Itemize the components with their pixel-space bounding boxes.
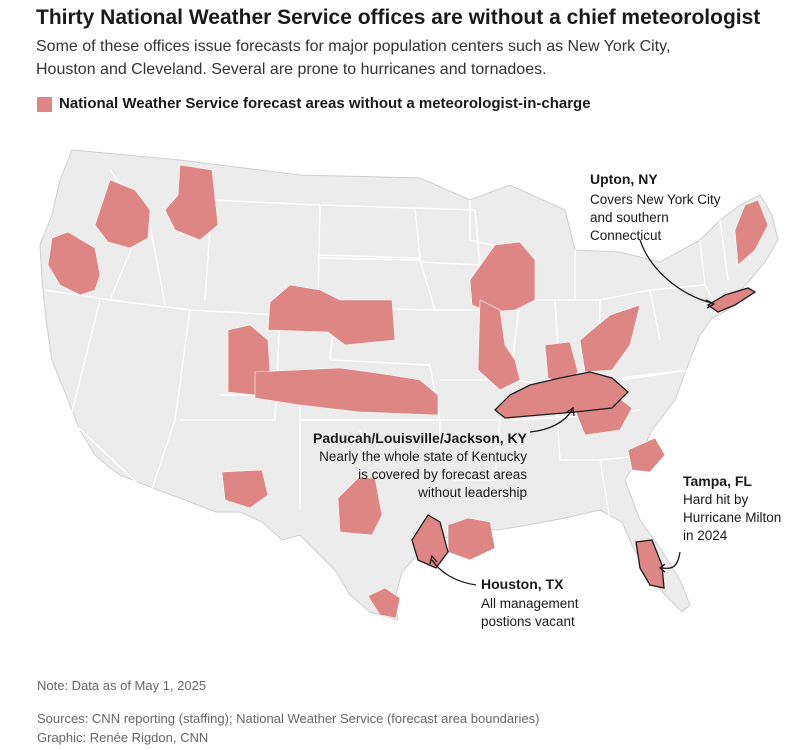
area-south-carolina [627, 437, 666, 473]
houston-line-2: postions vacant [481, 614, 575, 629]
leader-houston [431, 559, 477, 586]
houston-title: Houston, TX [481, 576, 564, 592]
kentucky-line-1: Nearly the whole state of Kentucky [319, 449, 527, 464]
subtitle-line-2: Houston and Cleveland. Several are prone… [36, 61, 547, 78]
area-ohio [579, 304, 641, 373]
chart-subtitle: Some of these offices issue forecasts fo… [36, 35, 796, 81]
upton-line-3: Connecticut [590, 228, 662, 243]
leader-kentucky [529, 409, 573, 433]
forecast-areas [47, 164, 769, 619]
kentucky-line-2: is covered by forecast areas [358, 467, 527, 482]
houston-line-1: All management [481, 596, 579, 611]
tampa-line-3: in 2024 [683, 528, 728, 543]
area-tampa [635, 539, 665, 589]
area-central-texas [337, 477, 383, 536]
tampa-line-1: Hard hit by [683, 492, 749, 507]
kentucky-line-3: without leadership [417, 485, 527, 500]
graphic-credit: Graphic: Renée Rigdon, CNN [37, 730, 209, 745]
area-oregon-coast [47, 231, 101, 296]
leader-upton [639, 239, 713, 304]
upton-line-1: Covers New York City [590, 192, 721, 207]
tampa-title: Tampa, FL [683, 473, 752, 489]
chart-title: Thirty National Weather Service offices … [36, 6, 761, 29]
tampa-line-2: Hurricane Milton [683, 510, 781, 525]
leader-arrows [429, 299, 716, 573]
area-spokane [164, 164, 219, 241]
area-mississippi-valley [477, 299, 521, 391]
subtitle-line-1: Some of these offices issue forecasts fo… [36, 38, 671, 55]
legend-label: National Weather Service forecast areas … [59, 95, 591, 112]
legend: National Weather Service forecast areas … [37, 94, 591, 114]
area-wyoming-colorado [267, 284, 396, 346]
area-kansas [254, 367, 439, 416]
area-pendleton [94, 179, 151, 249]
upton-line-2: and southern [590, 210, 669, 225]
area-upton-ny [706, 287, 757, 313]
area-new-mexico-texas [221, 469, 269, 509]
area-louisiana [447, 517, 496, 561]
area-houston [411, 514, 449, 569]
area-upper-midwest [469, 241, 536, 313]
us-map: Upton, NY Covers New York City and south… [39, 149, 781, 629]
area-south-texas [367, 587, 401, 619]
legend-swatch [37, 96, 52, 112]
footnote: Note: Data as of May 1, 2025 [37, 678, 207, 693]
sources: Sources: CNN reporting (staffing); Natio… [37, 711, 540, 726]
area-kentucky [494, 371, 629, 419]
area-new-england [734, 199, 769, 266]
upton-title: Upton, NY [590, 171, 658, 187]
leader-lines [431, 239, 713, 586]
kentucky-title: Paducah/Louisville/Jackson, KY [313, 430, 528, 446]
leader-tampa [661, 551, 681, 570]
